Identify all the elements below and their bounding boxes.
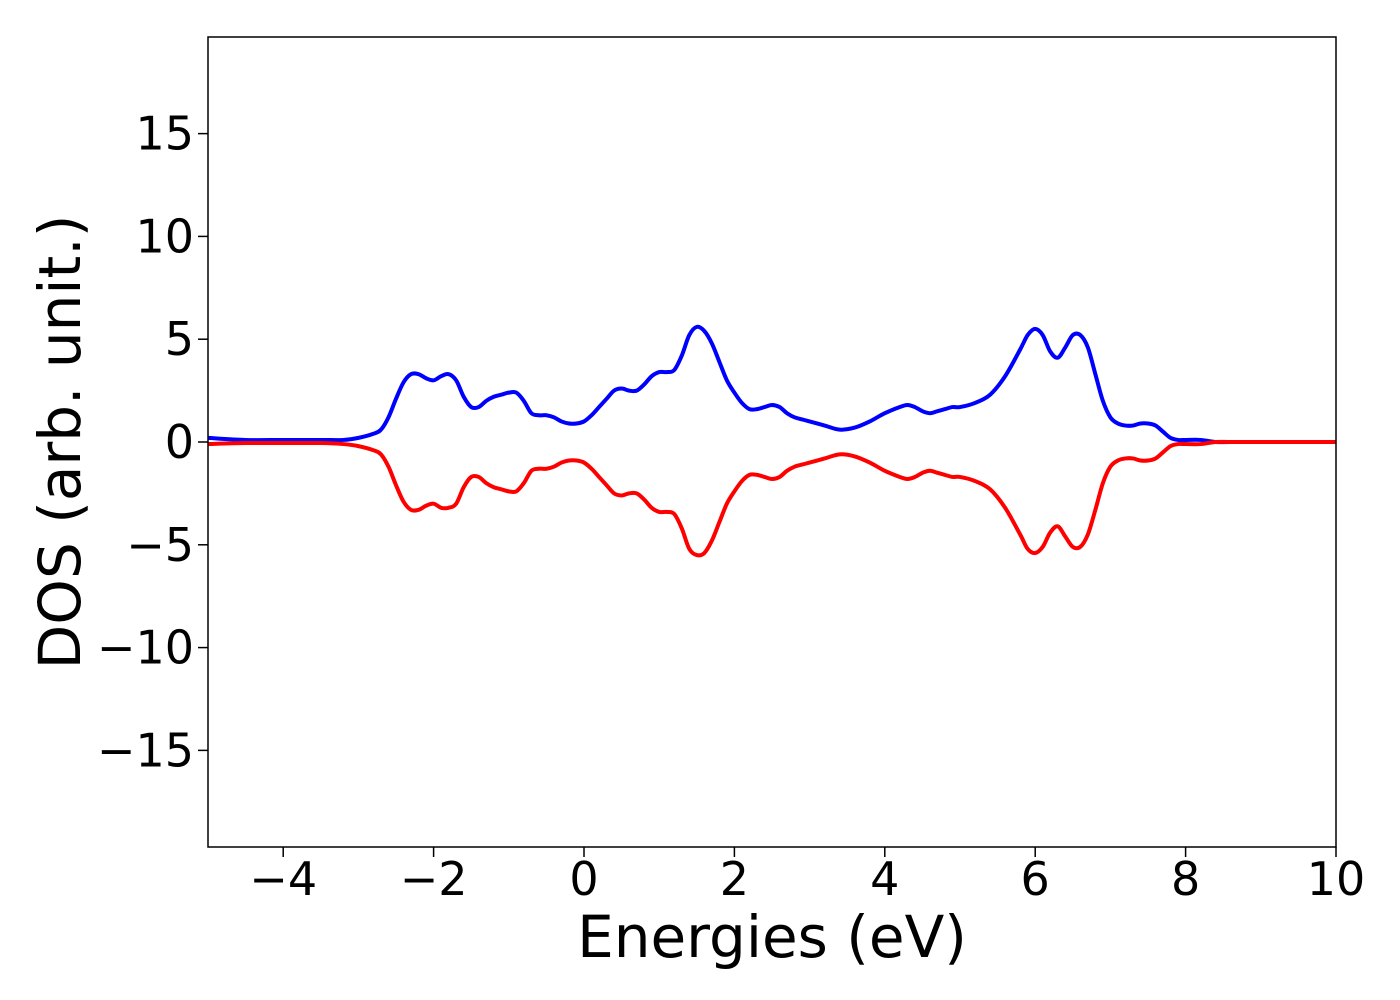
- series-layer: [208, 324, 1336, 558]
- y-tick-label: 0: [165, 415, 194, 469]
- y-tick-label: −10: [97, 621, 194, 675]
- x-tick-label: 2: [720, 852, 749, 906]
- x-tick-label: 6: [1021, 852, 1050, 906]
- y-tick-label: −15: [97, 723, 194, 777]
- x-tick-label: −2: [400, 852, 468, 906]
- x-tick-label: 4: [870, 852, 899, 906]
- series-line-blue: [208, 324, 1336, 445]
- x-tick-label: 10: [1307, 852, 1366, 906]
- y-tick-label: 15: [135, 107, 194, 161]
- x-tick-label: 0: [569, 852, 598, 906]
- y-tick-label: −5: [126, 518, 194, 572]
- y-tick-label: 5: [165, 312, 194, 366]
- y-axis: 15 10 5 0 −5 −10 −15: [97, 107, 208, 777]
- x-tick-label: −4: [249, 852, 317, 906]
- x-axis-label: Energies (eV): [577, 903, 967, 971]
- x-tick-label: 8: [1171, 852, 1200, 906]
- plot-frame: [207, 36, 1337, 848]
- y-tick-label: 10: [135, 209, 194, 263]
- series-line-red: [208, 439, 1336, 558]
- x-axis: −4 −2 0 2 4 6 8 10: [249, 847, 1365, 906]
- y-axis-label: DOS (arb. unit.): [26, 215, 94, 670]
